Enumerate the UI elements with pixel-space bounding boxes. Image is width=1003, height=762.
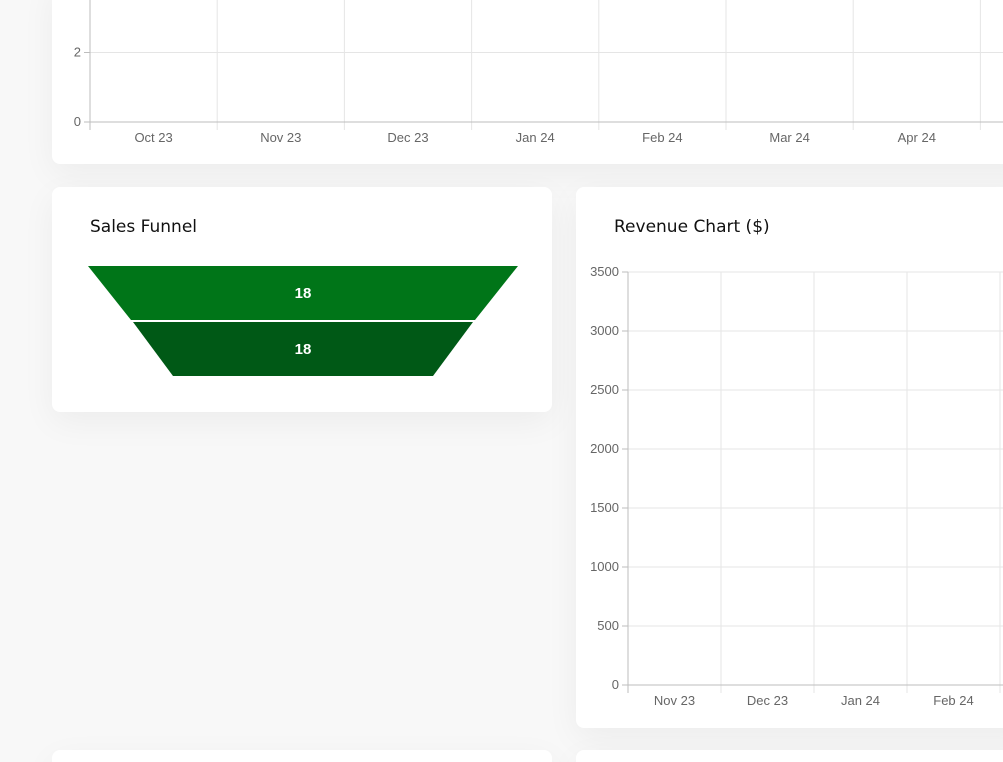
revenue-chart-y-tick-label: 2500: [590, 382, 619, 397]
top-chart-x-tick-label: Feb 24: [642, 130, 682, 145]
revenue-chart-y-tick-label: 1000: [590, 559, 619, 574]
revenue-chart-x-tick-label: Dec 23: [747, 693, 788, 708]
top-chart-x-tick-label: Dec 23: [387, 130, 428, 145]
top-chart-x-tick-label: Mar 24: [769, 130, 809, 145]
revenue-chart-y-tick-label: 0: [612, 677, 619, 692]
revenue-chart-y-tick-label: 3000: [590, 323, 619, 338]
revenue-chart-x-tick-label: Nov 23: [654, 693, 695, 708]
revenue-chart-y-tick-label: 500: [597, 618, 619, 633]
bottom-left-card: [52, 750, 552, 762]
funnel-stage: [88, 266, 518, 320]
top-chart-y-tick-label: 2: [74, 45, 81, 60]
revenue-chart: 0 500 1000 1500 2000 2500 3000 3500 Nov 23 Dec 23…: [590, 264, 1003, 708]
top-chart-x-tick-label: Jan 24: [516, 130, 555, 145]
top-chart-x-tick-label: Oct 23: [134, 130, 172, 145]
funnel-stage-label: 18: [295, 285, 312, 302]
revenue-chart-title: Revenue Chart ($): [614, 217, 770, 237]
revenue-chart-card: Revenue Chart ($) 0 500 1000 1500 2000 2500 30…: [576, 187, 1003, 728]
sales-funnel-title: Sales Funnel: [90, 217, 198, 237]
revenue-chart-x-tick-label: Feb 24: [933, 693, 973, 708]
funnel-stage-label: 18: [295, 341, 312, 358]
revenue-chart-y-tick-label: 1500: [590, 500, 619, 515]
top-chart-x-tick-label: Apr 24: [898, 130, 936, 145]
bottom-right-card: [576, 750, 1003, 762]
top-chart-y-tick-label: 0: [74, 114, 81, 129]
revenue-chart-y-tick-label: 3500: [590, 264, 619, 279]
sales-funnel-card: Sales Funnel 18 18: [52, 187, 552, 412]
funnel-stage: [133, 322, 473, 376]
revenue-chart-x-tick-label: Jan 24: [841, 693, 880, 708]
revenue-chart-y-tick-label: 2000: [590, 441, 619, 456]
top-chart-x-tick-label: Nov 23: [260, 130, 301, 145]
